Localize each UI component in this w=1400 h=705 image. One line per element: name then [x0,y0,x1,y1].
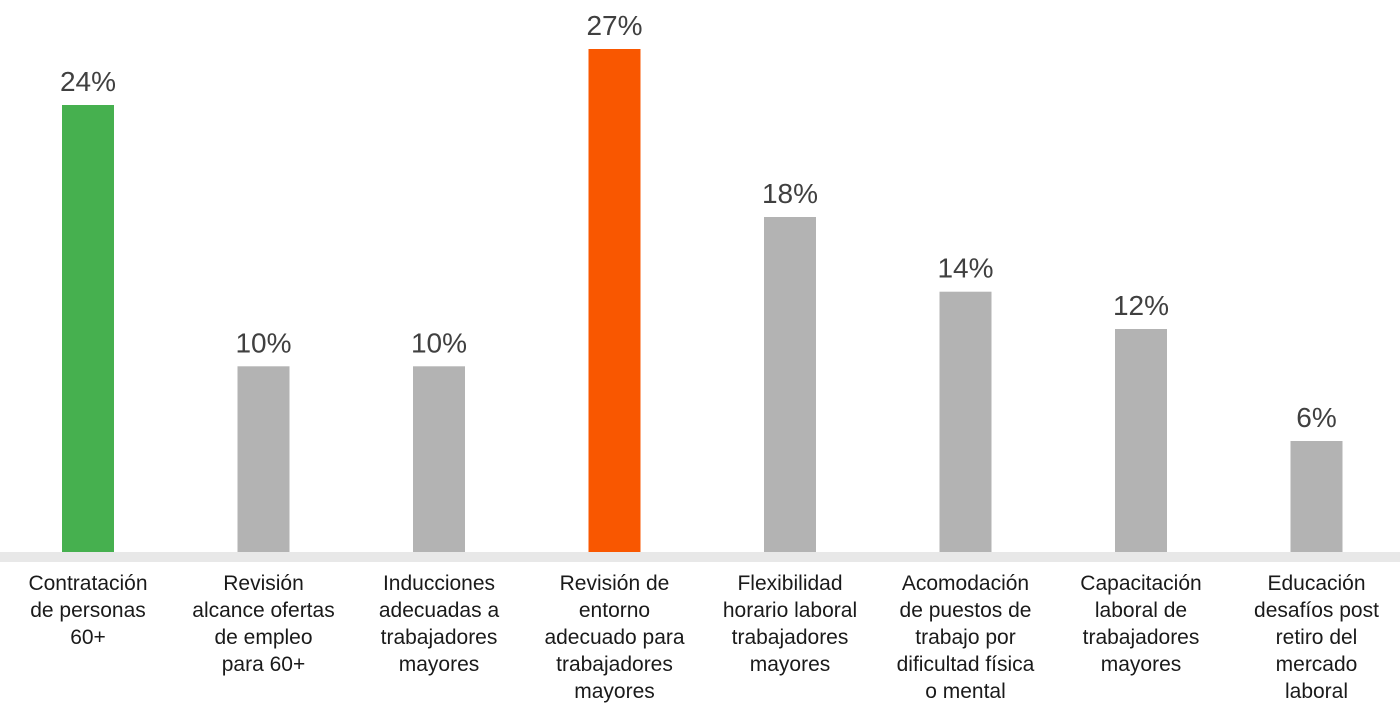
category-label-line: retiro del [1275,626,1358,649]
category-label-line: horario laboral [722,599,858,622]
category-label-8: Educación desafíos post retiro del mercado l… [1232,570,1400,705]
category-label-line: trabajadores [731,626,849,649]
category-label-line: de personas [30,599,146,622]
category-label-line: de empleo [214,626,313,649]
category-label-line: entorno [578,599,651,622]
category-label-line: desafíos post [1254,599,1379,622]
category-label-5: Flexibilidad horario laboral trabajadores m… [705,570,875,678]
category-label-3: Inducciones adecuadas a trabajadores mayore… [354,570,524,678]
category-label-line: mayores [574,680,655,703]
category-label-line: Revisión [223,572,304,595]
category-label-line: mayores [398,653,480,676]
data-label-5: 18% [762,178,818,209]
category-label-line: mayores [1100,653,1182,676]
category-label-line: alcance ofertas [192,599,335,622]
bar-7 [1115,329,1167,553]
category-label-4: Revisión de entorno adecuado para trabajado… [530,570,700,705]
category-label-line: Capacitación [1080,572,1202,595]
category-label-line: 60+ [70,626,106,649]
data-label-7: 12% [1113,290,1169,321]
bar-6 [939,291,992,553]
bar-2 [237,366,290,553]
data-label-8: 6% [1296,402,1336,433]
category-label-line: mercado [1275,653,1358,676]
data-label-6: 14% [937,253,993,284]
category-label-line: mayores [749,653,831,676]
value-labels-group: 24% 10% 10% 27% 18% 14% 12% 6% [60,10,1337,433]
data-label-4: 27% [586,10,642,41]
category-label-line: laboral [1284,680,1349,703]
category-label-2: Revisión alcance ofertas de empleo para 60+ [179,570,349,678]
bars-group [62,49,1343,553]
category-label-line: Contratación [28,572,148,595]
category-label-line: laboral de [1094,599,1188,622]
data-label-3: 10% [411,327,467,358]
category-label-line: adecuado para [544,626,685,649]
bar-4 [588,49,641,553]
category-label-line: para 60+ [221,653,306,676]
category-label-6: Acomodación de puestos de trabajo por dific… [881,570,1051,705]
category-label-line: Acomodación [901,572,1030,595]
category-label-line: de puestos de [899,599,1032,622]
data-label-1: 24% [60,66,116,97]
category-label-7: Capacitación laboral de trabajadores mayore… [1056,570,1226,678]
category-label-line: trabajadores [556,653,673,676]
category-label-line: trabajo por [915,626,1016,649]
chart-baseline [0,552,1400,562]
category-label-line: Inducciones [382,572,496,595]
data-label-2: 10% [235,327,291,358]
bar-1 [62,105,114,553]
bar-3 [413,366,465,553]
category-label-line: Educación [1267,572,1366,595]
bar-8 [1290,441,1343,553]
category-label-line: adecuadas a [378,599,500,622]
category-label-line: dificultad física [896,653,1035,676]
category-label-1: Contratación de personas 60+ [3,570,173,651]
category-label-line: trabajadores [1082,626,1200,649]
category-label-line: Flexibilidad [737,572,843,595]
category-label-line: o mental [925,680,1006,703]
category-label-line: trabajadores [380,626,498,649]
bar-5 [764,217,816,553]
category-label-line: Revisión de [559,572,670,595]
